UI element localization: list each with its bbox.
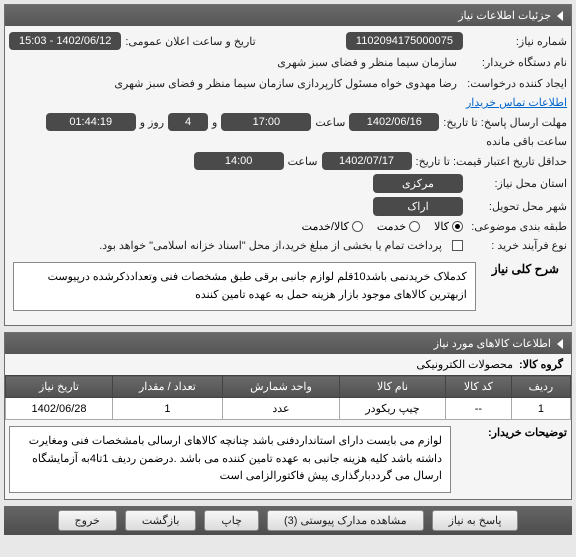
price-validity-label: حداقل تاریخ اعتبار قیمت: تا تاریخ:: [416, 155, 567, 168]
need-number-label: شماره نیاز:: [467, 35, 567, 48]
announce-date-value: 1402/06/12 - 15:03: [9, 32, 121, 50]
col-date: تاریخ نیاز: [6, 376, 113, 398]
price-validity-date: 1402/07/17: [322, 152, 412, 170]
items-table: ردیف کد کالا نام کالا واحد شمارش تعداد /…: [5, 375, 571, 420]
radio-goods[interactable]: کالا: [434, 220, 463, 233]
print-button[interactable]: چاپ: [204, 510, 259, 531]
delivery-city-label: شهر محل تحویل:: [467, 200, 567, 213]
and-label: و: [212, 116, 217, 129]
response-date-value: 1402/06/16: [349, 113, 439, 131]
collapse-arrow-icon[interactable]: [557, 11, 563, 21]
table-header-row: ردیف کد کالا نام کالا واحد شمارش تعداد /…: [6, 376, 571, 398]
back-button[interactable]: بازگشت: [125, 510, 197, 531]
subject-category-label: طبقه بندی موضوعی:: [467, 220, 567, 233]
col-name: نام کالا: [340, 376, 446, 398]
col-qty: تعداد / مقدار: [113, 376, 223, 398]
announce-date-label: تاریخ و ساعت اعلان عمومی:: [125, 35, 255, 48]
cell-name: چیپ ریکودر: [340, 398, 446, 420]
category-radio-group: کالا خدمت کالا/خدمت: [302, 220, 463, 233]
countdown-value: 01:44:19: [46, 113, 136, 131]
panel-title: جزئیات اطلاعات نیاز: [458, 9, 551, 22]
cell-row: 1: [511, 398, 570, 420]
col-code: کد کالا: [445, 376, 511, 398]
goods-group-value: محصولات الکترونیکی: [416, 358, 513, 371]
request-location-label: استان محل نیاز:: [467, 177, 567, 190]
collapse-arrow-icon-2[interactable]: [557, 339, 563, 349]
need-number-value: 1102094175000075: [346, 32, 463, 50]
delivery-city-value: اراک: [373, 197, 463, 216]
purchase-type-label: نوع فرآیند خرید :: [467, 239, 567, 252]
reply-button[interactable]: پاسخ به نیاز: [432, 510, 519, 531]
need-details-header: جزئیات اطلاعات نیاز: [5, 5, 571, 26]
radio-goods-service-icon: [352, 221, 363, 232]
radio-service-icon: [409, 221, 420, 232]
need-desc-box: کدملاک خریدنمی باشد10قلم لوازم جانبی برق…: [13, 262, 476, 311]
request-location-value: مرکزی: [373, 174, 463, 193]
buyer-note-label: توضیحات خریدار:: [457, 426, 567, 493]
col-unit: واحد شمارش: [222, 376, 339, 398]
table-row[interactable]: 1--چیپ ریکودرعدد11402/06/28: [6, 398, 571, 420]
buyer-org-value: سازمان سیما منظر و فضای سبز شهری: [271, 54, 463, 71]
buyer-note-box: لوازم می بایست دارای استانداردفنی باشد چ…: [9, 426, 451, 493]
cell-unit: عدد: [222, 398, 339, 420]
need-details-panel: جزئیات اطلاعات نیاز شماره نیاز: 11020941…: [4, 4, 572, 326]
requester-label: ایجاد کننده درخواست:: [467, 77, 567, 90]
days-remaining-value: 4: [168, 113, 208, 131]
price-validity-time: 14:00: [194, 152, 284, 170]
cell-code: --: [445, 398, 511, 420]
goods-group-label: گروه کالا:: [519, 358, 563, 371]
radio-goods-icon: [452, 221, 463, 232]
buyer-contact-link[interactable]: اطلاعات تماس خریدار: [466, 96, 567, 109]
items-panel: اطلاعات کالاهای مورد نیاز گروه کالا: محص…: [4, 332, 572, 500]
time-label-2: ساعت: [288, 155, 318, 168]
col-row: ردیف: [511, 376, 570, 398]
radio-goods-label: کالا: [434, 220, 449, 233]
footer-bar: پاسخ به نیاز مشاهده مدارک پیوستی (3) چاپ…: [4, 506, 572, 535]
payment-checkbox[interactable]: [452, 240, 463, 251]
days-label: روز و: [140, 116, 164, 129]
buyer-org-label: نام دستگاه خریدار:: [467, 56, 567, 69]
radio-service-label: خدمت: [377, 220, 406, 233]
radio-goods-service-label: کالا/خدمت: [302, 220, 349, 233]
payment-note: پرداخت تمام یا بخشی از مبلغ خرید،از محل …: [93, 237, 448, 254]
attachments-button[interactable]: مشاهده مدارک پیوستی (3): [267, 510, 424, 531]
radio-service[interactable]: خدمت: [377, 220, 420, 233]
radio-goods-service[interactable]: کالا/خدمت: [302, 220, 363, 233]
items-panel-header: اطلاعات کالاهای مورد نیاز: [5, 333, 571, 354]
need-desc-label: شرح کلی نیاز: [484, 258, 567, 280]
requester-value: رضا مهدوی خواه مسئول کارپردازی سازمان سی…: [108, 75, 463, 92]
items-panel-title: اطلاعات کالاهای مورد نیاز: [434, 337, 551, 350]
cell-date: 1402/06/28: [6, 398, 113, 420]
response-deadline-label: مهلت ارسال پاسخ: تا تاریخ:: [443, 116, 567, 129]
cell-qty: 1: [113, 398, 223, 420]
remaining-label: ساعت باقی مانده: [486, 135, 567, 148]
response-time-value: 17:00: [221, 113, 311, 131]
exit-button[interactable]: خروج: [58, 510, 117, 531]
time-label-1: ساعت: [315, 116, 345, 129]
